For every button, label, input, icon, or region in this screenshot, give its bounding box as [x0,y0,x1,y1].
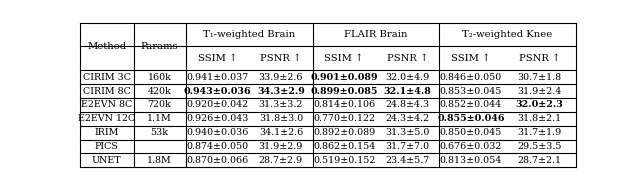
Text: 0.874±0.050: 0.874±0.050 [186,142,248,151]
Text: 720k: 720k [148,100,172,109]
Text: 23.4±5.7: 23.4±5.7 [385,156,429,165]
Text: 420k: 420k [148,87,172,96]
Text: CIRIM 3C: CIRIM 3C [83,73,131,82]
Text: 53k: 53k [150,128,168,137]
Text: 31.8±3.0: 31.8±3.0 [259,114,303,123]
Text: 0.926±0.043: 0.926±0.043 [186,114,248,123]
Text: 31.8±2.1: 31.8±2.1 [517,114,561,123]
Text: 34.1±2.6: 34.1±2.6 [259,128,303,137]
Text: 31.9±2.4: 31.9±2.4 [517,87,561,96]
Text: T₁-weighted Brain: T₁-weighted Brain [203,30,295,39]
Text: 160k: 160k [148,73,172,82]
Text: 0.846±0.050: 0.846±0.050 [440,73,502,82]
Text: E2EVN 12C: E2EVN 12C [78,114,136,123]
Text: 0.519±0.152: 0.519±0.152 [313,156,375,165]
Text: 0.870±0.066: 0.870±0.066 [186,156,248,165]
Text: 0.813±0.054: 0.813±0.054 [440,156,502,165]
Text: 0.899±0.085: 0.899±0.085 [310,87,378,96]
Text: 0.862±0.154: 0.862±0.154 [313,142,375,151]
Text: 0.676±0.032: 0.676±0.032 [440,142,502,151]
Text: 0.814±0.106: 0.814±0.106 [313,100,375,109]
Text: E2EVN 8C: E2EVN 8C [81,100,132,109]
Text: CIRIM 8C: CIRIM 8C [83,87,131,96]
Text: 32.0±2.3: 32.0±2.3 [515,100,563,109]
Text: 0.941±0.037: 0.941±0.037 [186,73,248,82]
Text: 0.770±0.122: 0.770±0.122 [313,114,375,123]
Text: 0.920±0.042: 0.920±0.042 [186,100,248,109]
Text: UNET: UNET [92,156,122,165]
Text: 32.1±4.8: 32.1±4.8 [383,87,431,96]
Text: 31.3±3.2: 31.3±3.2 [259,100,303,109]
Text: 29.5±3.5: 29.5±3.5 [517,142,561,151]
Text: 1.8M: 1.8M [147,156,172,165]
Text: 30.7±1.8: 30.7±1.8 [517,73,561,82]
Text: 0.943±0.036: 0.943±0.036 [184,87,252,96]
Text: PSNR ↑: PSNR ↑ [260,54,301,63]
Text: 0.850±0.045: 0.850±0.045 [440,128,502,137]
Text: IRIM: IRIM [95,128,119,137]
Text: 34.3±2.9: 34.3±2.9 [257,87,305,96]
Text: 31.3±5.0: 31.3±5.0 [385,128,429,137]
Text: 0.853±0.045: 0.853±0.045 [440,87,502,96]
Text: 33.9±2.6: 33.9±2.6 [259,73,303,82]
Text: FLAIR Brain: FLAIR Brain [344,30,408,39]
Text: 24.3±4.2: 24.3±4.2 [385,114,429,123]
Text: 0.901±0.089: 0.901±0.089 [310,73,378,82]
Text: 28.7±2.1: 28.7±2.1 [517,156,561,165]
Text: PSNR ↑: PSNR ↑ [387,54,428,63]
Text: Method: Method [87,42,126,51]
Text: T₂-weighted Knee: T₂-weighted Knee [463,30,553,39]
Text: 1.1M: 1.1M [147,114,172,123]
Text: SSIM ↑: SSIM ↑ [198,54,237,63]
Text: 0.852±0.044: 0.852±0.044 [440,100,502,109]
Text: 24.8±4.3: 24.8±4.3 [385,100,429,109]
Text: PICS: PICS [95,142,119,151]
Text: 28.7±2.9: 28.7±2.9 [259,156,303,165]
Text: PSNR ↑: PSNR ↑ [518,54,560,63]
Text: 32.0±4.9: 32.0±4.9 [385,73,429,82]
Text: 31.9±2.9: 31.9±2.9 [259,142,303,151]
Text: 0.855±0.046: 0.855±0.046 [437,114,504,123]
Text: 0.892±0.089: 0.892±0.089 [313,128,375,137]
Text: 0.940±0.036: 0.940±0.036 [186,128,248,137]
Text: 31.7±1.9: 31.7±1.9 [517,128,561,137]
Text: 31.7±7.0: 31.7±7.0 [385,142,429,151]
Text: Params: Params [141,42,179,51]
Text: SSIM ↑: SSIM ↑ [324,54,364,63]
Text: SSIM ↑: SSIM ↑ [451,54,490,63]
